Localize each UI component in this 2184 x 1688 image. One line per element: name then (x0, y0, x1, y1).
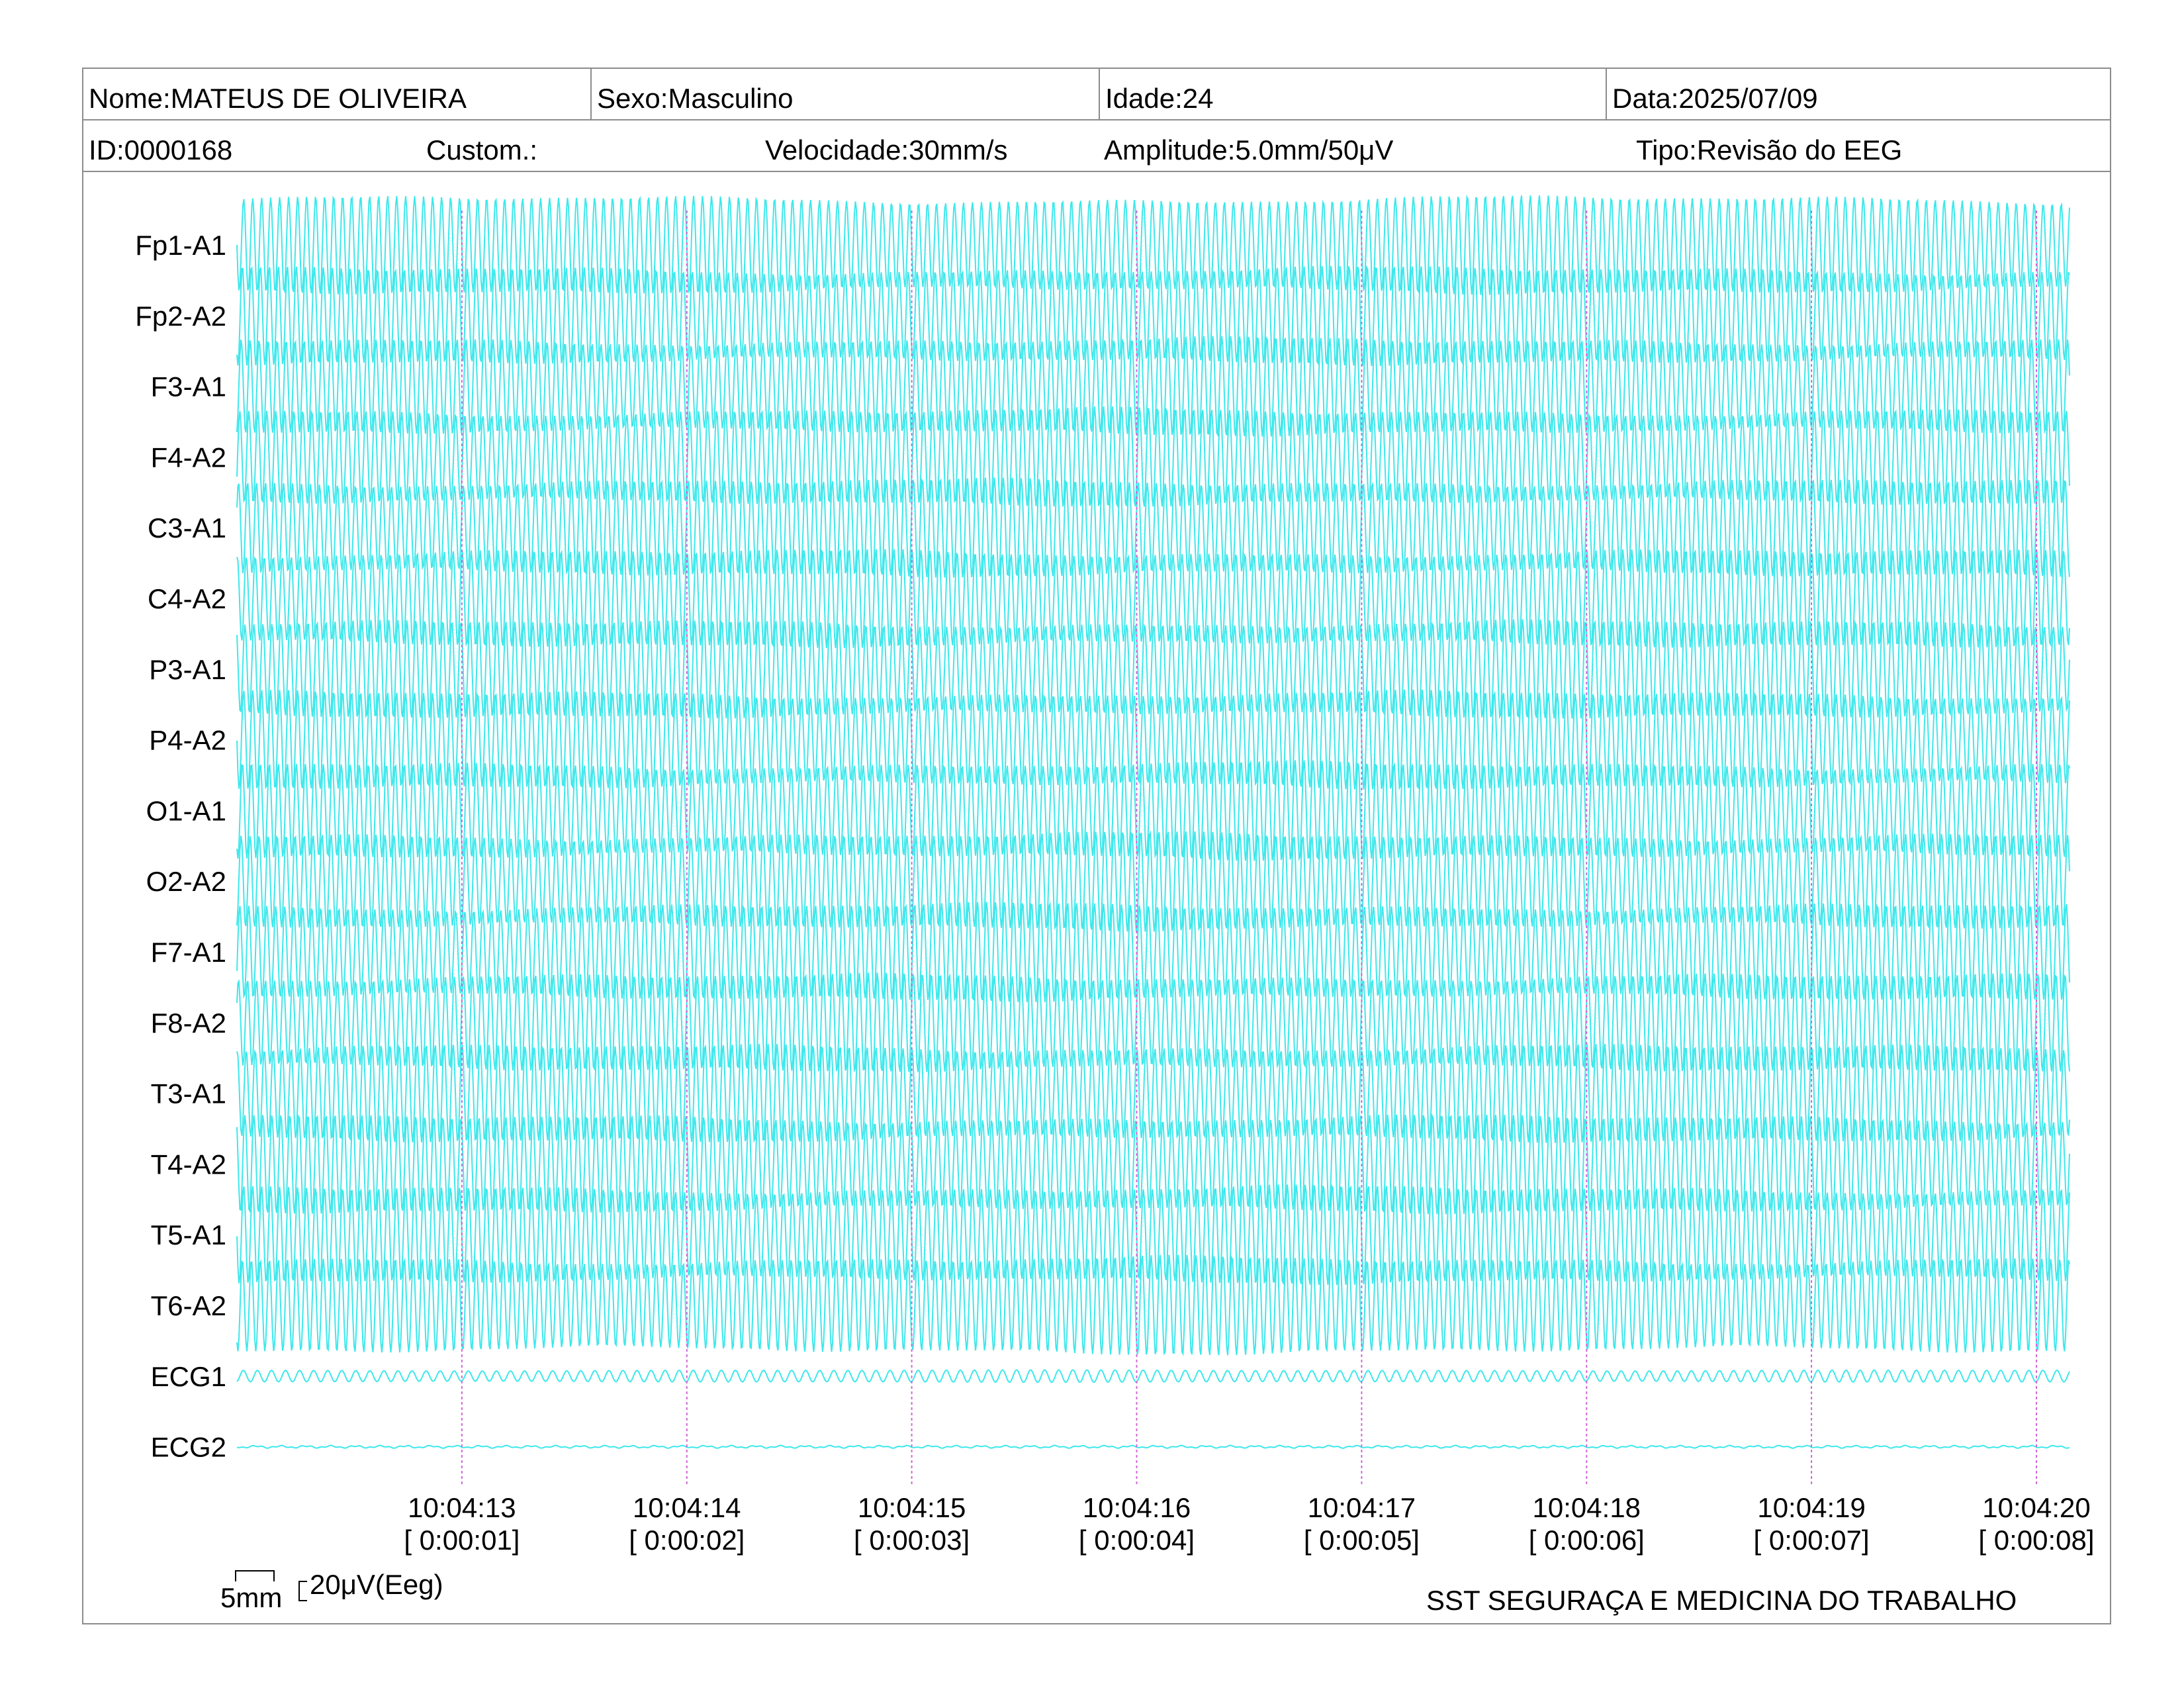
time-clock-label: 10:04:19 (1757, 1492, 1866, 1523)
trace-t3-a1 (236, 1043, 2070, 1143)
trace-o1-a1 (236, 760, 2070, 861)
time-clock-label: 10:04:15 (858, 1492, 966, 1523)
trace-t5-a1 (236, 1184, 2070, 1286)
trace-fp2-a2 (236, 265, 2070, 366)
channel-label-f4-a2: F4-A2 (151, 442, 226, 473)
time-elapsed-label: [ 0:00:03] (854, 1524, 970, 1556)
exam-date: Data:2025/07/09 (1606, 69, 2115, 119)
trace-ecg1 (236, 1369, 2070, 1383)
channel-label-ecg1: ECG1 (151, 1361, 226, 1392)
time-elapsed-label: [ 0:00:04] (1079, 1524, 1195, 1556)
eeg-report-sheet: Nome:MATEUS DE OLIVEIRA Sexo:Masculino I… (82, 68, 2111, 1624)
time-elapsed-label: [ 0:00:01] (404, 1524, 520, 1556)
channel-label-fp2-a2: Fp2-A2 (135, 301, 226, 332)
paper-speed: Velocidade:30mm/s (765, 134, 1008, 165)
record-type: Tipo:Revisão do EEG (1636, 134, 1903, 165)
channel-label-fp1-a1: Fp1-A1 (135, 230, 226, 261)
header-row-settings: ID:0000168 Custom.: Velocidade:30mm/s Am… (83, 120, 2110, 172)
trace-c4-a2 (236, 548, 2070, 649)
trace-ecg2 (236, 1444, 2070, 1449)
channel-label-p4-a2: P4-A2 (149, 725, 226, 756)
patient-id: ID:0000168 (89, 134, 233, 165)
patient-sex: Sexo:Masculino (590, 69, 1101, 119)
trace-p4-a2 (236, 689, 2070, 791)
channel-label-layer: Fp1-A1 Fp2-A2 F3-A1 F4-A2 C3-A1 C4-A2 P3-A1 P4-… (135, 230, 226, 1463)
channel-label-ecg2: ECG2 (151, 1432, 226, 1463)
custom-field: Custom.: (426, 134, 538, 165)
time-marker-layer (461, 211, 2037, 1484)
time-clock-label: 10:04:16 (1083, 1492, 1191, 1523)
amplitude-scale-label: 20μV(Eeg) (310, 1569, 443, 1600)
channel-label-p3-a1: P3-A1 (149, 654, 226, 685)
trace-f7-a1 (236, 901, 2070, 1002)
time-elapsed-label: [ 0:00:07] (1754, 1524, 1870, 1556)
time-clock-label: 10:04:13 (408, 1492, 516, 1523)
trace-f8-a2 (236, 972, 2070, 1073)
patient-age: Idade:24 (1099, 69, 1610, 119)
amplitude-scale-bracket (298, 1581, 307, 1601)
channel-label-o2-a2: O2-A2 (146, 866, 226, 897)
time-elapsed-label: [ 0:00:08] (1978, 1524, 2094, 1556)
trace-t6-a2 (236, 1254, 2070, 1356)
time-clock-label: 10:04:17 (1308, 1492, 1416, 1523)
trace-c3-a1 (236, 477, 2070, 578)
channel-label-t4-a2: T4-A2 (151, 1149, 226, 1180)
scale-bar: 5mm 20μV(Eeg) (220, 1569, 443, 1613)
channel-label-t3-a1: T3-A1 (151, 1078, 226, 1109)
trace-o2-a2 (236, 830, 2070, 932)
channel-label-c3-a1: C3-A1 (148, 512, 226, 543)
channel-label-t5-a1: T5-A1 (151, 1219, 226, 1250)
channel-label-f3-a1: F3-A1 (151, 371, 226, 402)
time-elapsed-label: [ 0:00:02] (629, 1524, 745, 1556)
trace-f4-a2 (236, 406, 2070, 508)
time-label-layer: 10:04:13[ 0:00:01] 10:04:14[ 0:00:02] 10:0… (404, 1492, 2094, 1556)
time-clock-label: 10:04:20 (1982, 1492, 2091, 1523)
trace-fp1-a1 (236, 195, 2070, 295)
channel-label-f8-a2: F8-A2 (151, 1008, 226, 1039)
time-elapsed-label: [ 0:00:05] (1304, 1524, 1420, 1556)
trace-p3-a1 (236, 619, 2070, 720)
time-scale-label: 5mm (220, 1582, 282, 1613)
patient-name: Nome:MATEUS DE OLIVEIRA (89, 83, 467, 114)
time-elapsed-label: [ 0:00:06] (1529, 1524, 1645, 1556)
trace-f3-a1 (236, 336, 2070, 438)
time-scale-bracket (235, 1570, 275, 1581)
time-clock-label: 10:04:14 (633, 1492, 741, 1523)
channel-label-f7-a1: F7-A1 (151, 937, 226, 968)
organization-footer: SST SEGURAÇA E MEDICINA DO TRABALHO (1426, 1585, 2017, 1616)
amplitude-setting: Amplitude:5.0mm/50μV (1104, 134, 1394, 165)
trace-t4-a2 (236, 1113, 2070, 1215)
header-row-patient: Nome:MATEUS DE OLIVEIRA Sexo:Masculino I… (83, 69, 2110, 120)
trace-layer (236, 195, 2070, 1449)
channel-label-o1-a1: O1-A1 (146, 795, 226, 826)
channel-label-c4-a2: C4-A2 (148, 583, 226, 614)
channel-label-t6-a2: T6-A2 (151, 1290, 226, 1321)
time-clock-label: 10:04:18 (1533, 1492, 1641, 1523)
